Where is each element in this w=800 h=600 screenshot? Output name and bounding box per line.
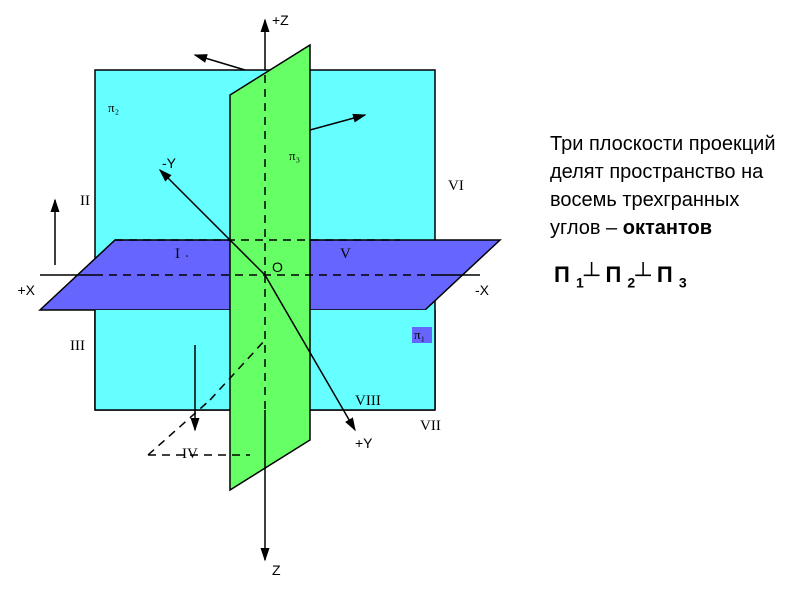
formula-perp1: ┴ bbox=[584, 262, 600, 287]
diagram-container: O +Z Z +X -X -Y +Y π₂ π₃ π₁ I II III IV … bbox=[0, 0, 540, 600]
axis-minus-x: -X bbox=[475, 282, 490, 298]
formula-p2: П bbox=[605, 262, 621, 287]
description-text: Три плоскости проекций делят пространств… bbox=[550, 130, 780, 290]
axis-minus-y: -Y bbox=[162, 155, 177, 171]
axis-plus-y: +Y bbox=[355, 435, 373, 451]
axis-plus-x: +X bbox=[17, 282, 35, 298]
plane-pi3 bbox=[230, 45, 310, 490]
perp-formula: П 1┴ П 2┴ П 3 bbox=[554, 262, 780, 290]
octant-III: III bbox=[70, 338, 85, 354]
octant-VII: VII bbox=[420, 418, 441, 434]
plane-label-pi2: π₂ bbox=[108, 100, 119, 115]
formula-sub3: 3 bbox=[679, 274, 687, 290]
description-paragraph: Три плоскости проекций делят пространств… bbox=[550, 130, 780, 242]
axis-minus-z: Z bbox=[272, 562, 281, 578]
plane-label-pi3: π₃ bbox=[289, 148, 300, 163]
plane-label-pi1: π₁ bbox=[414, 327, 425, 342]
octant-IV: IV bbox=[182, 446, 198, 462]
formula-sub1: 1 bbox=[576, 274, 584, 290]
octants-svg: O +Z Z +X -X -Y +Y π₂ π₃ π₁ I II III IV … bbox=[0, 0, 540, 600]
octant-I: I bbox=[175, 246, 180, 262]
origin-label: O bbox=[272, 259, 283, 275]
description-bold: октантов bbox=[623, 217, 712, 239]
formula-p1: П bbox=[554, 262, 570, 287]
formula-p3: П bbox=[657, 262, 673, 287]
octant-II: II bbox=[80, 193, 90, 209]
formula-perp2: ┴ bbox=[635, 262, 651, 287]
octant-V: V bbox=[340, 246, 351, 262]
axis-plus-z: +Z bbox=[272, 12, 289, 28]
octant-VI: VI bbox=[448, 178, 464, 194]
octant-VIII: VIII bbox=[355, 393, 381, 409]
